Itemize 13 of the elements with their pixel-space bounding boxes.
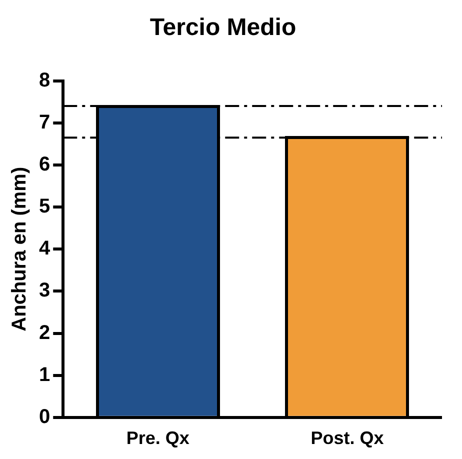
y-axis-title: Anchura en (mm) [8,166,31,332]
chart-title: Tercio Medio [150,14,296,42]
y-tick-label: 4 [39,238,51,260]
y-tick-label: 7 [39,111,50,134]
y-tick-label: 6 [39,153,50,176]
y-tick-label: 1 [39,364,50,386]
y-tick-label: 8 [39,69,50,92]
y-tick-label: 0 [39,406,50,428]
x-tick-label: Pre. Qx [126,428,190,448]
x-tick-label: Post. Qx [310,428,384,448]
y-tick-label: 5 [39,196,50,218]
y-tick-label: 2 [39,322,50,344]
y-tick-label: 3 [39,280,50,302]
